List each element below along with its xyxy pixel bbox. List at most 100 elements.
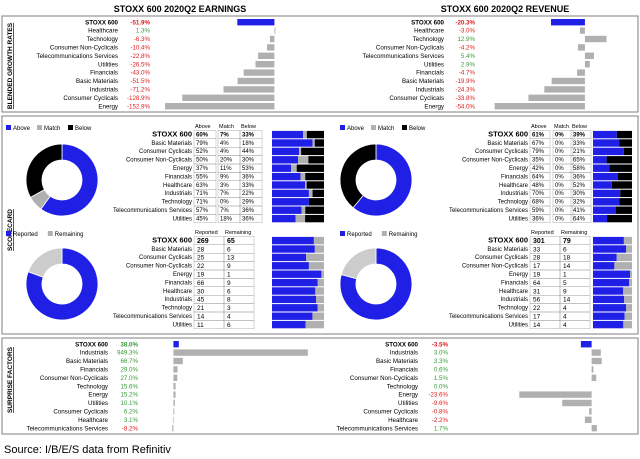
- value-label: -20.3%: [455, 19, 475, 26]
- legend-swatch: [37, 125, 42, 130]
- stacked-bar-reported: [272, 270, 322, 278]
- legend-swatch: [340, 231, 345, 236]
- table-cell-value: 0%: [555, 158, 564, 164]
- table-cell-value: 4: [563, 314, 567, 321]
- stacked-bar-match: [303, 130, 307, 139]
- category-label: Telecommunications Services: [27, 425, 109, 432]
- legend-label: Reported: [13, 232, 38, 238]
- value-label: 3.3%: [434, 358, 449, 365]
- table-row-label: Basic Materials: [151, 247, 192, 253]
- value-label: -26.5%: [130, 61, 150, 68]
- category-label: Industrials: [416, 87, 444, 94]
- table-title: STOXX 600: [152, 129, 192, 138]
- bar: [579, 27, 585, 34]
- table-cell-value: 4: [563, 322, 567, 329]
- legend-swatch: [371, 125, 376, 130]
- stacked-bar-reported: [593, 236, 624, 245]
- table-cell-value: 33%: [242, 132, 255, 138]
- value-label: -3.0%: [459, 28, 476, 35]
- legend-label: Match: [378, 126, 394, 132]
- bar: [237, 19, 275, 26]
- bar: [173, 408, 175, 415]
- stacked-bar-remaining: [308, 262, 324, 270]
- table-cell-value: 70%: [532, 191, 545, 197]
- value-label: 1.7%: [434, 425, 449, 432]
- stacked-bar-below: [301, 147, 324, 156]
- category-label: Industrials: [90, 87, 118, 94]
- stacked-bar-above: [272, 164, 292, 172]
- table-cell-value: 9: [563, 288, 567, 295]
- category-label: Basic Materials: [402, 78, 444, 85]
- donut-slice-above: [352, 143, 413, 217]
- table-row-label: Technology: [498, 306, 528, 312]
- table-cell: [570, 214, 592, 223]
- table-row-label: Financials: [501, 174, 528, 180]
- stacked-bar-reported: [593, 270, 631, 278]
- earnings-growth-chart: STOXX 600 -51.9% Healthcare 1.3% Technology -…: [37, 19, 276, 110]
- category-label: Healthcare: [78, 417, 108, 424]
- bar: [591, 357, 602, 365]
- bar: [584, 416, 592, 423]
- table-cell-value: 56: [533, 297, 541, 304]
- legend-swatch: [340, 125, 345, 130]
- category-label: Telecommunications Services: [363, 53, 445, 60]
- table-cell-value: 68%: [532, 200, 545, 206]
- category-label: Industrials: [390, 350, 418, 357]
- stacked-bar-remaining: [313, 236, 324, 245]
- value-label: 12.9%: [457, 36, 475, 43]
- table-cell: [223, 320, 255, 329]
- table-row-label: Financials: [165, 174, 192, 180]
- table-cell-value: 7%: [220, 191, 229, 197]
- category-label: Consumer Cyclicals: [363, 409, 418, 416]
- bar: [243, 69, 275, 76]
- stacked-bar-match: [299, 147, 302, 156]
- value-label: 15.6%: [120, 383, 138, 390]
- section-label-surprise: SURPRISE FACTORS: [7, 346, 14, 413]
- table-cell-value: 301: [533, 238, 545, 245]
- bar: [269, 35, 275, 43]
- category-label: Healthcare: [88, 28, 118, 35]
- category-label: Utilities: [398, 400, 418, 407]
- table-cell-value: 14: [533, 322, 541, 329]
- category-label: Financials: [90, 70, 118, 77]
- bar: [173, 357, 183, 365]
- stacked-bar-reported: [272, 253, 307, 262]
- value-label: 949.3%: [117, 350, 138, 357]
- table-cell-value: 67%: [532, 141, 545, 147]
- table-cell-value: 22%: [242, 191, 255, 197]
- table-cell: [193, 214, 217, 223]
- bar: [584, 61, 590, 68]
- value-label: 66.7%: [120, 358, 138, 365]
- table-cell-value: 19: [197, 272, 205, 279]
- stacked-bar-remaining: [317, 278, 324, 287]
- table-cell-value: 64%: [532, 174, 545, 180]
- category-label: Energy: [398, 392, 419, 399]
- donut-slice-above: [40, 143, 99, 217]
- table-cell-value: 14: [563, 297, 571, 304]
- stacked-bar-below: [619, 198, 632, 206]
- table-cell-value: 6: [227, 246, 231, 253]
- table-cell-value: 64%: [573, 216, 586, 222]
- bar: [173, 399, 175, 407]
- value-label: 38.0%: [120, 341, 138, 348]
- stacked-bar-remaining: [317, 304, 324, 312]
- category-label: Energy: [98, 103, 119, 110]
- legend-label: Match: [44, 126, 60, 132]
- table-row-label: Utilities: [173, 216, 192, 222]
- stacked-bar-reported: [272, 304, 318, 312]
- table-cell-value: 30: [197, 288, 205, 295]
- table-cell-value: 7%: [220, 132, 229, 138]
- legend-label: Remaining: [55, 232, 84, 238]
- category-label: Healthcare: [414, 28, 444, 35]
- table-cell-value: 48%: [532, 183, 545, 189]
- table-row-label: Telecommunications Services: [113, 314, 192, 320]
- table-cell-value: 30%: [242, 158, 255, 164]
- category-label: Healthcare: [388, 417, 418, 424]
- bar: [591, 366, 594, 373]
- table-cell-value: 52%: [573, 183, 586, 189]
- table-cell-value: 0%: [220, 200, 229, 206]
- table-cell-value: 6: [227, 322, 231, 329]
- table-header: Match: [554, 124, 569, 130]
- stacked-bar-below: [617, 172, 632, 181]
- table-cell-value: 41%: [573, 208, 586, 214]
